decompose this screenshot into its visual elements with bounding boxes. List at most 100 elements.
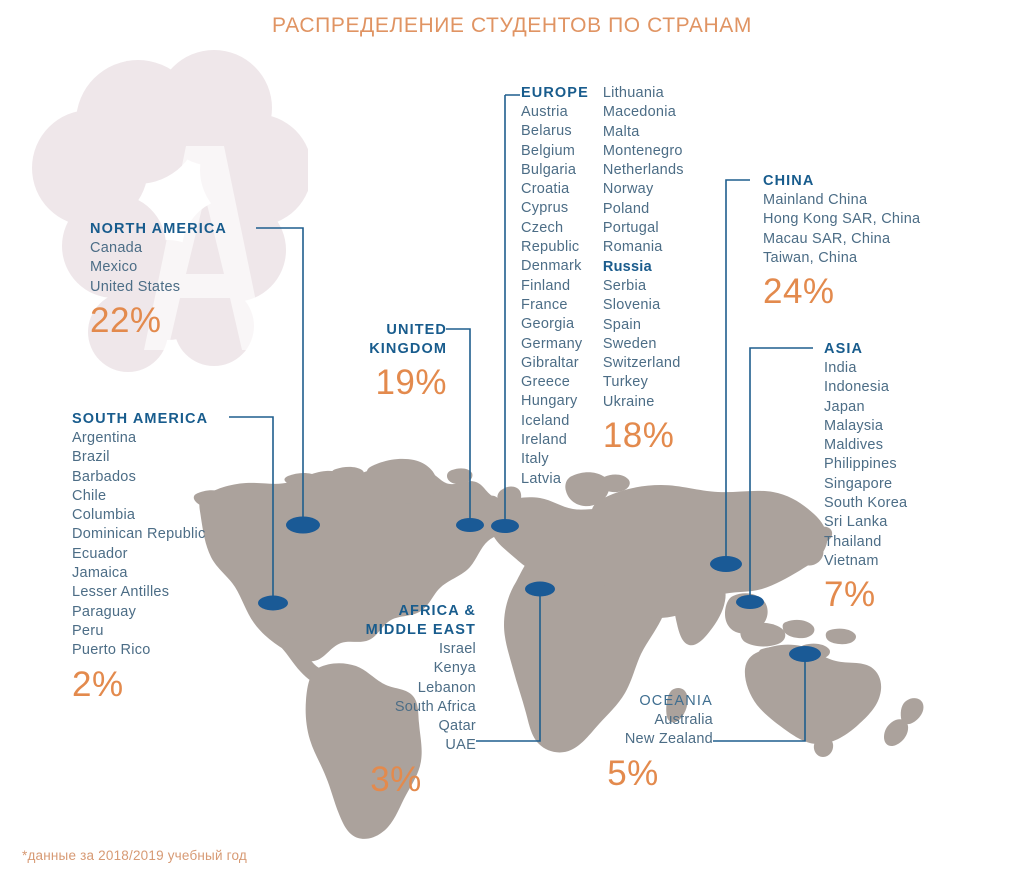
region-percent-europe: 18% bbox=[602, 416, 675, 456]
country-item: Czech bbox=[521, 219, 564, 236]
country-item: Brazil bbox=[72, 449, 110, 466]
region-subheading-russia: Russia bbox=[602, 258, 652, 275]
country-item: Italy bbox=[521, 451, 549, 468]
country-item: Republic bbox=[521, 239, 580, 256]
country-item: Malaysia bbox=[824, 417, 884, 434]
country-item: France bbox=[521, 296, 568, 313]
country-item: Georgia bbox=[521, 316, 575, 333]
country-item: Israel bbox=[439, 641, 476, 657]
country-item: Greece bbox=[521, 374, 571, 391]
country-item: Indonesia bbox=[824, 379, 890, 396]
marker-europe bbox=[491, 519, 519, 533]
region-block-united-kingdom: UNITED KINGDOM 19% bbox=[292, 321, 447, 403]
country-item: Maldives bbox=[824, 437, 884, 454]
region-percent-asia: 7% bbox=[824, 575, 876, 615]
region-percent-china: 24% bbox=[763, 272, 835, 312]
region-block-oceania: OCEANIA Australia New Zealand 5% bbox=[553, 692, 713, 794]
country-item: United States bbox=[90, 278, 181, 295]
marker-united-kingdom bbox=[456, 518, 484, 532]
country-item: Romania bbox=[602, 239, 663, 256]
country-item: Switzerland bbox=[602, 355, 681, 372]
region-percent-oceania: 5% bbox=[607, 753, 659, 793]
region-block-north-america: NORTH AMERICA Canada Mexico United State… bbox=[90, 220, 227, 341]
country-item: Canada bbox=[90, 240, 143, 256]
country-item: Austria bbox=[521, 104, 568, 120]
country-item: Mainland China bbox=[763, 192, 868, 208]
country-item: Hungary bbox=[521, 393, 578, 410]
region-heading-asia: ASIA bbox=[824, 341, 864, 357]
country-item: Turkey bbox=[602, 374, 649, 391]
country-item: Croatia bbox=[521, 181, 570, 198]
country-item: Paraguay bbox=[72, 603, 137, 620]
country-item: Japan bbox=[824, 398, 865, 415]
country-item: Portugal bbox=[602, 220, 659, 237]
country-item: Macau SAR, China bbox=[763, 230, 891, 247]
country-item: Argentina bbox=[72, 430, 137, 446]
country-item: Slovenia bbox=[602, 297, 661, 314]
country-item: Sri Lanka bbox=[824, 514, 888, 531]
country-item: Montenegro bbox=[602, 142, 683, 159]
region-percent-united-kingdom: 19% bbox=[375, 363, 447, 402]
country-item: Malta bbox=[602, 123, 640, 140]
country-item: Denmark bbox=[521, 258, 582, 275]
region-heading-north-america: NORTH AMERICA bbox=[90, 221, 228, 237]
region-percent-north-america: 22% bbox=[90, 300, 162, 340]
country-item: Jamaica bbox=[72, 565, 128, 582]
country-item: Cyprus bbox=[521, 200, 569, 217]
marker-oceania bbox=[789, 646, 821, 662]
country-item: Gibraltar bbox=[521, 354, 579, 371]
country-item: Lithuania bbox=[602, 85, 664, 101]
country-item: Columbia bbox=[72, 507, 136, 524]
country-item: Lebanon bbox=[417, 679, 476, 696]
region-block-south-america: SOUTH AMERICA Argentina Brazil Barbados … bbox=[72, 410, 208, 705]
country-item: South Korea bbox=[824, 495, 908, 512]
marker-south-america bbox=[258, 595, 288, 611]
country-item: Kenya bbox=[433, 660, 476, 677]
region-heading-europe: EUROPE bbox=[521, 85, 589, 101]
country-item: Iceland bbox=[521, 412, 570, 429]
country-item: UAE bbox=[445, 737, 476, 754]
region-heading-africa-middle-east-line1: AFRICA & bbox=[398, 603, 476, 619]
marker-china bbox=[710, 556, 742, 572]
country-item: Hong Kong SAR, China bbox=[763, 211, 921, 228]
region-heading-united-kingdom-line1: UNITED bbox=[386, 322, 447, 338]
country-item: Netherlands bbox=[602, 162, 684, 179]
region-block-africa-middle-east: AFRICA & MIDDLE EAST Israel Kenya Lebano… bbox=[316, 602, 476, 800]
country-item: Poland bbox=[602, 200, 650, 217]
country-item: Chile bbox=[72, 487, 107, 504]
country-item: Bulgaria bbox=[521, 161, 577, 178]
country-item: Puerto Rico bbox=[72, 642, 151, 659]
country-item: Finland bbox=[521, 277, 571, 294]
country-item: Serbia bbox=[602, 277, 647, 294]
region-heading-africa-middle-east-line2: MIDDLE EAST bbox=[365, 622, 476, 638]
country-item: Singapore bbox=[824, 475, 893, 492]
country-item: Mexico bbox=[90, 259, 138, 276]
region-heading-oceania: OCEANIA bbox=[639, 693, 713, 709]
country-item: South Africa bbox=[394, 698, 476, 715]
country-item: Latvia bbox=[521, 470, 562, 487]
country-item: Macedonia bbox=[602, 104, 677, 121]
country-item: Spain bbox=[602, 316, 642, 333]
marker-africa-middle-east bbox=[525, 581, 555, 597]
country-item: Peru bbox=[72, 622, 104, 639]
country-item: Ecuador bbox=[72, 545, 128, 562]
country-item: Vietnam bbox=[824, 552, 879, 569]
marker-north-america bbox=[286, 516, 320, 534]
country-item: Germany bbox=[521, 335, 583, 352]
marker-asia bbox=[736, 595, 764, 609]
country-item: Ukraine bbox=[602, 393, 655, 410]
country-item: New Zealand bbox=[624, 731, 713, 748]
country-item: Belarus bbox=[521, 123, 572, 140]
country-item: Qatar bbox=[438, 718, 476, 735]
country-item: Ireland bbox=[521, 432, 568, 449]
region-percent-south-america: 2% bbox=[72, 664, 124, 704]
country-item: Australia bbox=[654, 712, 713, 728]
europe-column-2: Lithuania Macedonia Malta Montenegro Net… bbox=[603, 84, 684, 489]
country-item: Thailand bbox=[824, 533, 882, 550]
europe-column-1: EUROPE Austria Belarus Belgium Bulgaria … bbox=[521, 84, 589, 489]
country-item: Norway bbox=[602, 181, 654, 198]
region-percent-africa-middle-east: 3% bbox=[370, 759, 422, 799]
region-heading-china: CHINA bbox=[763, 173, 815, 189]
country-item: India bbox=[824, 360, 857, 376]
region-block-asia: ASIA India Indonesia Japan Malaysia Mald… bbox=[824, 340, 907, 615]
